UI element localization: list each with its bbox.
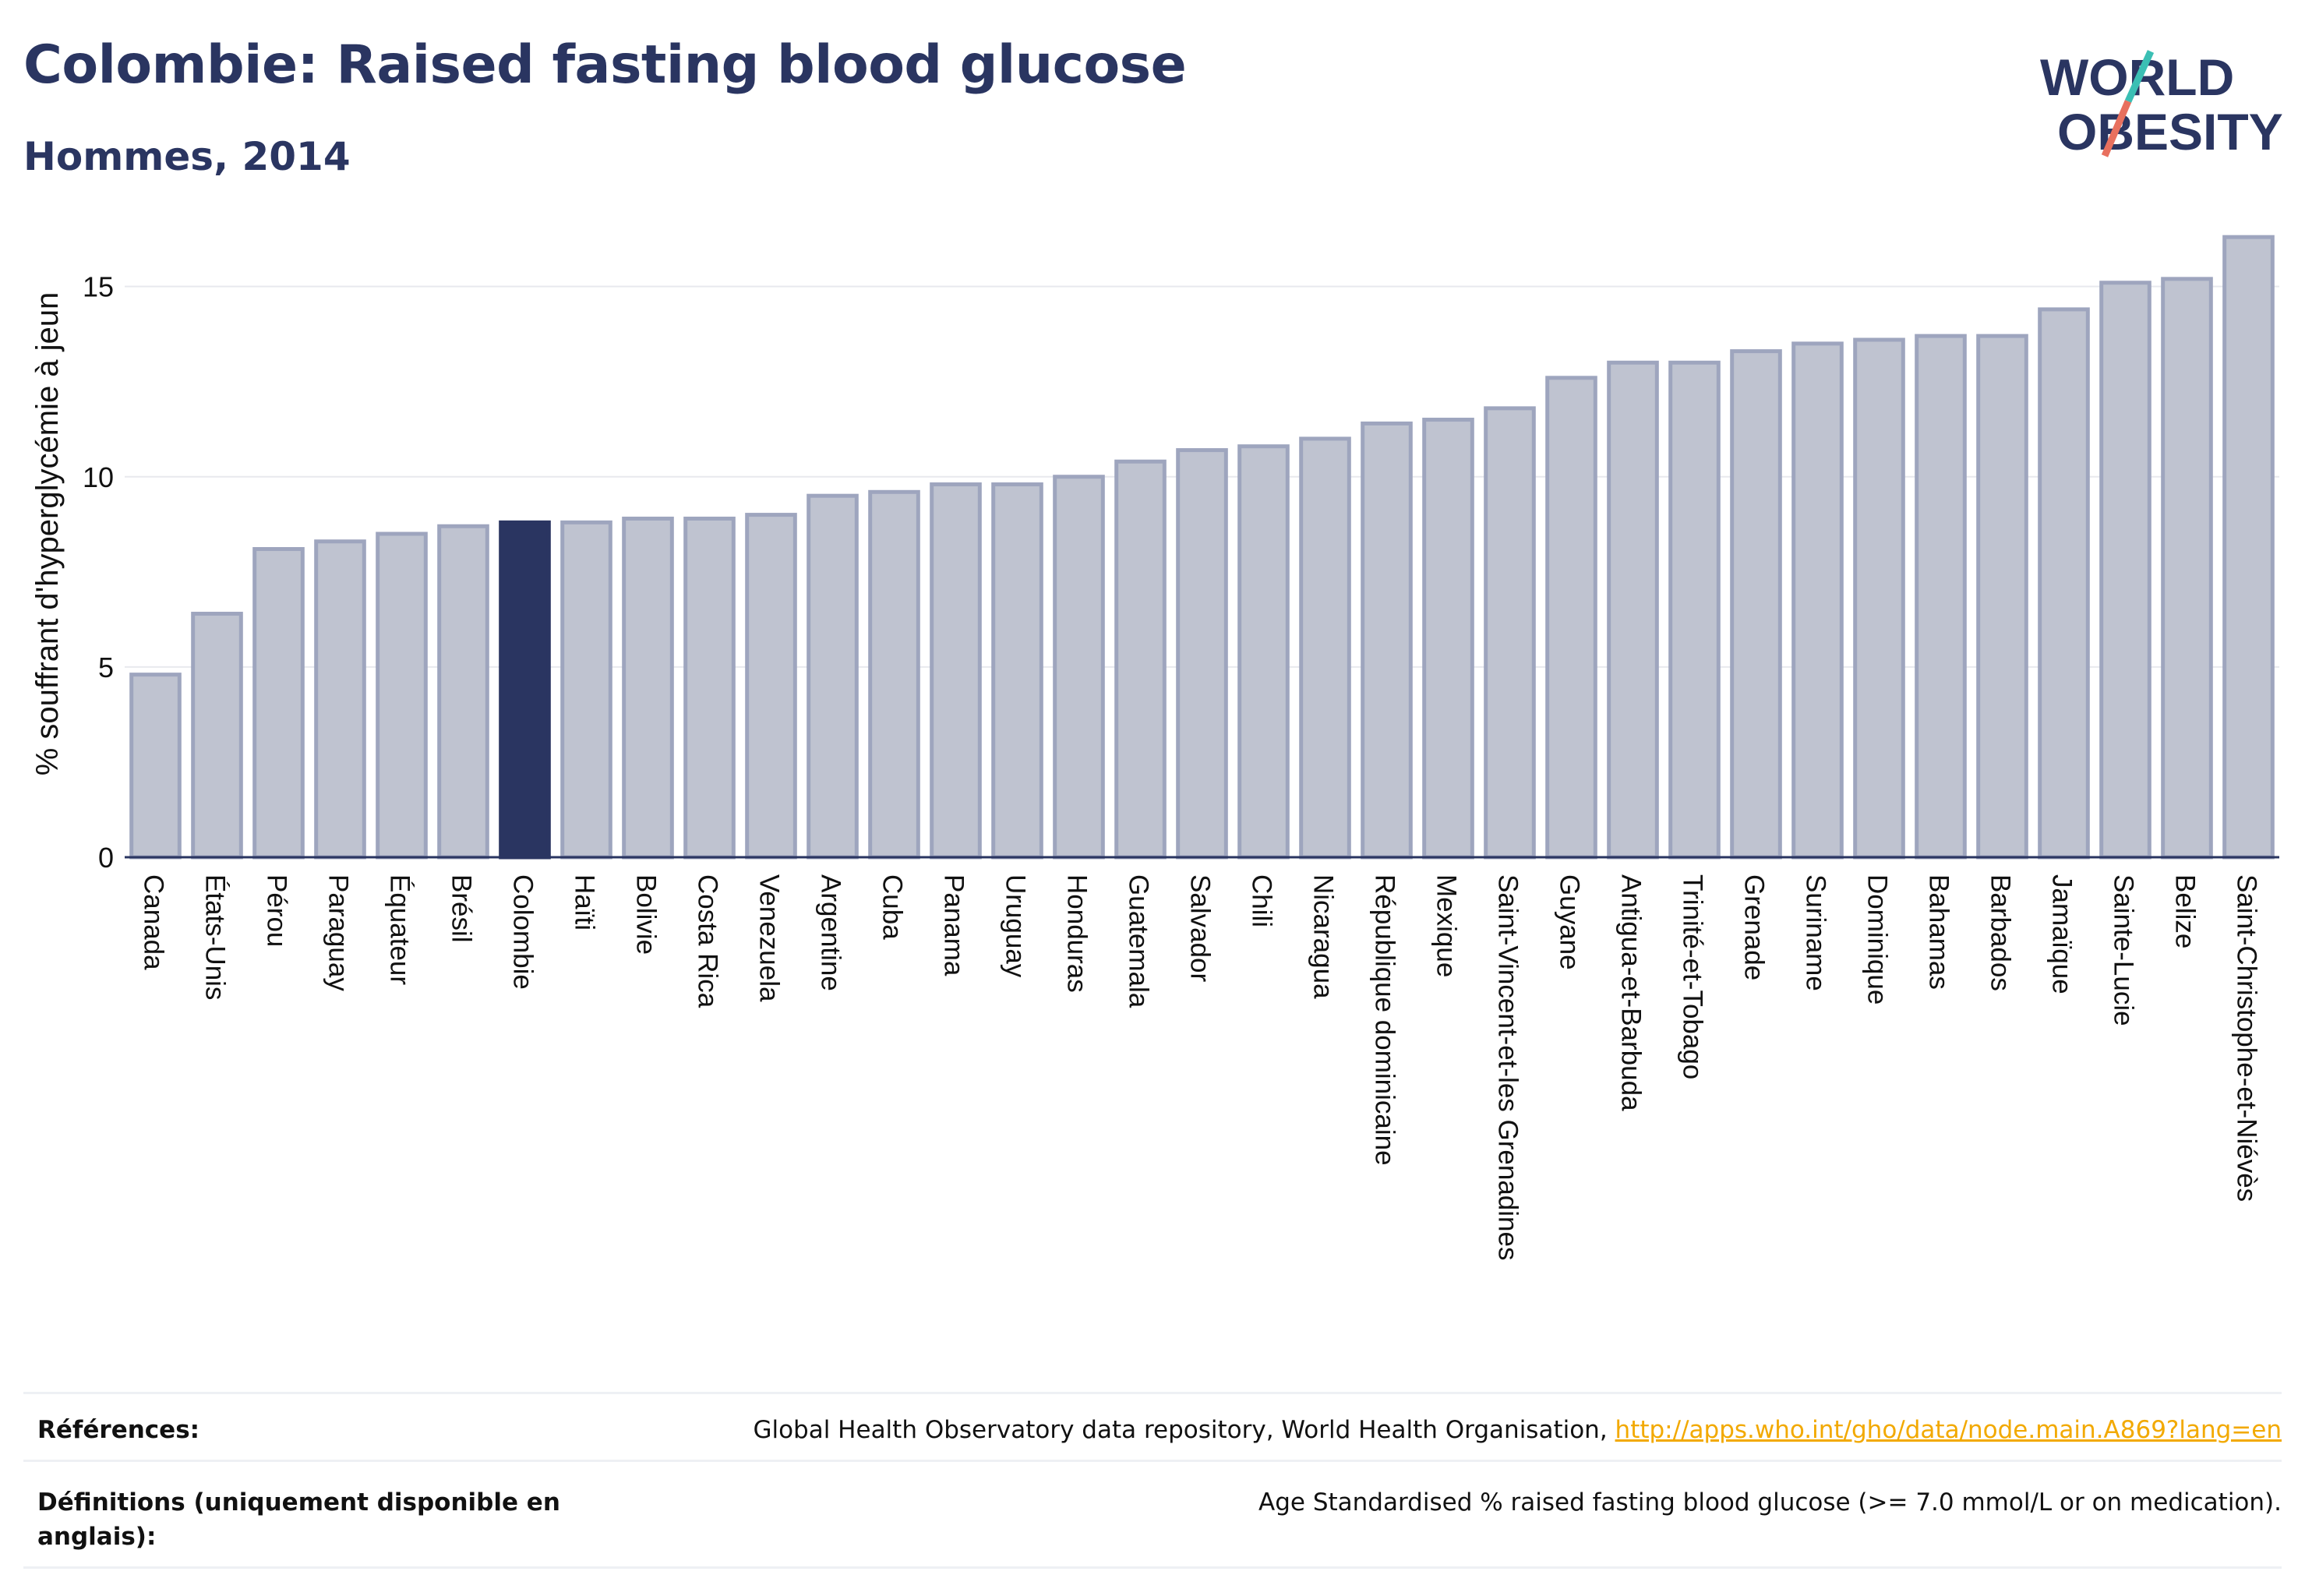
bar-sainte-lucie [2099,281,2151,860]
chart-subtitle: Hommes, 2014 [23,134,351,179]
references-row: Références: Global Health Observatory da… [23,1392,2282,1460]
bar-trinité-et-tobago [1668,360,1721,860]
x-tick-label: Panama [939,874,969,976]
bar-république-dominicaine [1361,421,1413,860]
references-link[interactable]: http://apps.who.int/gho/data/node.main.A… [1615,1416,2282,1444]
x-tick-label: République dominicaine [1370,874,1400,1166]
bar-suriname [1791,341,1844,860]
x-tick-label: Antigua-et-Barbuda [1616,874,1647,1111]
x-tick-label: Bahamas [1924,874,1954,990]
x-tick-label: Guatemala [1124,874,1154,1008]
x-tick-label: Saint-Vincent-et-les Grenadines [1493,874,1523,1260]
x-tick-label: Honduras [1062,874,1092,993]
y-tick-labels: 0 5 10 15 [83,271,114,874]
x-tick-label: États-Unis [200,874,231,1000]
x-tick-label: Dominique [1862,874,1893,1005]
bar-panama [930,482,982,860]
x-tick-label: Cuba [877,874,908,940]
bars [129,235,2275,860]
bar-argentine [807,493,859,860]
x-tick-label: Haïti [570,874,600,930]
x-tick-label: Saint-Christophe-et-Niévès [2232,874,2262,1202]
bar-saint-vincent-et-les-grenadines [1484,406,1536,860]
bar-belize [2161,277,2213,860]
x-tick-label: Bolivie [631,874,662,955]
x-tick-label: Suriname [1801,874,1831,991]
x-tick-label: Brésil [447,874,477,943]
bar-jamaïque [2038,307,2090,860]
x-tick-label: Belize [2170,874,2201,948]
bar-mexique [1422,418,1474,860]
bar-costa-rica [683,516,736,860]
references-value: Global Health Observatory data repositor… [753,1413,2282,1447]
footer: Références: Global Health Observatory da… [23,1392,2282,1569]
x-tick-label: Uruguay [1001,874,1031,978]
x-tick-label: Trinité-et-Tobago [1678,874,1708,1079]
bar-nicaragua [1299,436,1351,860]
y-tick-label: 0 [98,842,114,874]
logo-slash-bottom [2101,100,2132,157]
bar-cuba [868,489,920,860]
y-tick-label: 5 [98,651,114,683]
x-tick-label: Paraguay [323,874,354,991]
x-tick-label: Colombie [508,874,538,990]
x-tick-label: Guyane [1555,874,1585,970]
bar-chili [1237,444,1290,860]
x-tick-label: Chili [1247,874,1277,927]
bar-venezuela [745,513,797,860]
definitions-label: Définitions (uniquement disponible en an… [37,1488,560,1551]
bar-bahamas [1915,334,1967,860]
references-text: Global Health Observatory data repositor… [753,1416,1615,1444]
bar-bolivie [622,516,674,860]
world-obesity-logo: WORLD OBESITY [2040,48,2283,161]
chart-title: Colombie: Raised fasting blood glucose [23,34,1187,96]
x-tick-label: Mexique [1431,874,1462,977]
y-tick-label: 10 [83,461,114,493]
x-tick-label: Nicaragua [1308,874,1339,999]
x-tick-label: Salvador [1185,874,1216,982]
logo-line2: OBESITY [2057,103,2283,161]
logo-slash-top [2124,50,2155,103]
x-tick-label: Jamaïque [2047,874,2077,994]
y-axis-label: % souffrant d'hyperglycémie à jeun [30,292,65,776]
x-tick-label: Canada [139,874,169,970]
x-tick-label: Équateur [385,874,415,985]
bar-équateur [376,531,428,860]
x-tick-label: Costa Rica [693,874,723,1008]
bar-paraguay [314,539,366,860]
x-tick-label: Grenade [1739,874,1770,980]
bar-dominique [1853,337,1905,860]
x-tick-labels: Canada États-Unis Pérou Paraguay Équateur Bré… [139,874,2262,1260]
x-tick-label: Sainte-Lucie [2109,874,2139,1026]
bar-grenade [1730,349,1782,860]
bar-saint-christophe-et-niévès [2222,235,2275,860]
definitions-row: Définitions (uniquement disponible en an… [23,1460,2282,1569]
bar-brésil [437,524,489,860]
bar-guyane [1545,376,1597,860]
y-tick-label: 15 [83,271,114,303]
x-tick-label: Pérou [262,874,292,947]
bar-uruguay [991,482,1043,860]
bar-haïti [560,520,612,860]
bar-guatemala [1114,459,1167,860]
bar-barbados [1976,334,2028,860]
references-label: Références: [37,1416,200,1444]
x-tick-label: Argentine [816,874,846,991]
bar-antigua-et-barbuda [1607,360,1659,860]
bar-canada [129,673,182,860]
bar-chart: 0 5 10 15 Canada États-Unis Pérou Paraguay Équa… [30,235,2279,1260]
bar-honduras [1053,475,1105,860]
x-tick-label: Venezuela [754,874,785,1002]
definitions-value: Age Standardised % raised fasting blood … [1258,1488,2282,1517]
bar-colombie [499,520,551,860]
x-tick-label: Barbados [1986,874,2016,991]
bar-salvador [1176,448,1228,860]
bar-états-unis [191,612,243,860]
bar-pérou [252,547,305,860]
